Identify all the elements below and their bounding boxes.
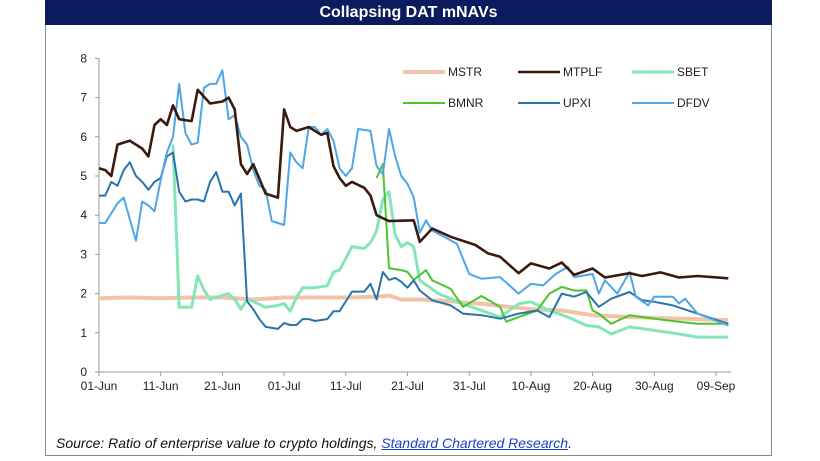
series-line-bmnr	[375, 163, 729, 325]
series-line-upxi	[99, 151, 729, 330]
x-tick-label: 10-Aug	[512, 379, 551, 393]
x-tick-label: 30-Aug	[635, 379, 674, 393]
legend-label-mstr: MSTR	[448, 65, 482, 79]
x-tick-label: 21-Jun	[204, 379, 241, 393]
x-tick-label: 11-Jul	[330, 379, 362, 393]
y-tick-label: 4	[80, 208, 87, 222]
x-tick-label: 01-Jun	[81, 379, 118, 393]
legend: MSTR MTPLF SBET BMNR UPXI DFDV	[403, 65, 710, 110]
legend-label-dfdv: DFDV	[677, 96, 710, 110]
y-tick-label: 1	[80, 326, 87, 340]
x-tick-label: 09-Sep	[697, 379, 736, 393]
axes: 0 1 2 3 4 5 6 7 8 01-Jun 11-Jun 21-Jun 01-Jul 11-Jul 2…	[80, 51, 735, 393]
legend-label-mtplf: MTPLF	[563, 65, 602, 79]
legend-label-bmnr: BMNR	[448, 96, 484, 110]
legend-label-sbet: SBET	[677, 65, 709, 79]
series-line-dfdv	[99, 69, 729, 327]
x-tick-label: 01-Jul	[268, 379, 301, 393]
y-tick-label: 6	[80, 130, 87, 144]
y-tick-label: 3	[80, 247, 87, 261]
chart-frame	[45, 0, 772, 456]
x-tick-label: 20-Aug	[573, 379, 612, 393]
source-suffix: .	[568, 435, 572, 451]
x-tick-label: 31-Jul	[453, 379, 486, 393]
y-tick-label: 2	[80, 287, 87, 301]
series-lines	[98, 69, 729, 339]
y-tick-label: 7	[80, 91, 87, 105]
source-prefix: Source: Ratio of enterprise value to cry…	[56, 435, 382, 451]
y-tick-label: 8	[80, 51, 87, 65]
series-line-mstr	[98, 293, 729, 323]
legend-label-upxi: UPXI	[563, 96, 591, 110]
source-link[interactable]: Standard Chartered Research	[381, 435, 569, 451]
x-tick-label: 21-Jul	[391, 379, 424, 393]
y-tick-label: 0	[80, 365, 87, 379]
series-line-sbet	[171, 144, 729, 339]
y-tick-label: 5	[80, 169, 87, 183]
chart-title: Collapsing DAT mNAVs	[45, 0, 772, 25]
source-note: Source: Ratio of enterprise value to cry…	[56, 435, 572, 451]
x-tick-label: 11-Jun	[143, 379, 179, 393]
series-line-mtplf	[98, 88, 729, 280]
